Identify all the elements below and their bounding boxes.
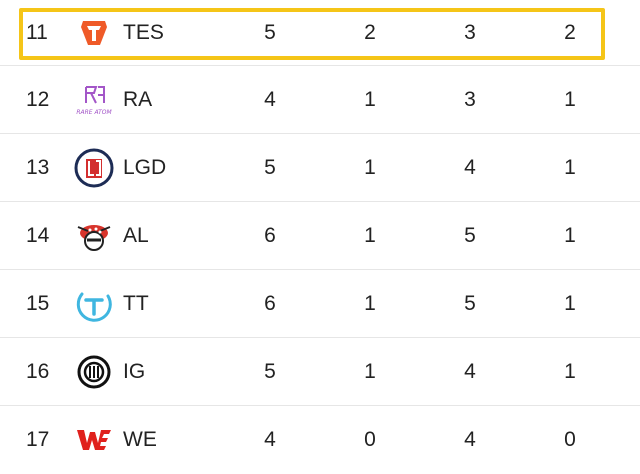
ig-logo-icon — [74, 352, 114, 392]
stat-col-4: 1 — [564, 87, 576, 111]
stat-col-3: 5 — [464, 223, 476, 247]
rank: 16 — [26, 359, 50, 383]
stat-col-2: 1 — [364, 291, 376, 315]
stat-col-2: 1 — [364, 87, 376, 111]
stat-col-3: 4 — [464, 428, 476, 451]
stat-col-1: 5 — [264, 359, 276, 383]
rank: 14 — [26, 223, 50, 247]
al-logo-icon — [74, 216, 114, 256]
tes-logo-icon — [74, 13, 114, 53]
stat-col-1: 6 — [264, 291, 276, 315]
stat-col-2: 0 — [364, 428, 376, 451]
stat-col-4: 1 — [564, 291, 576, 315]
stat-col-1: 4 — [264, 87, 276, 111]
table-row[interactable]: 12 RARE ATOM RA 4 1 3 1 — [0, 66, 640, 134]
stat-col-3: 5 — [464, 291, 476, 315]
rank: 11 — [26, 20, 48, 44]
rare-atom-logo-icon: RARE ATOM — [74, 80, 114, 120]
stat-col-1: 5 — [264, 155, 276, 179]
lgd-logo-icon — [74, 148, 114, 188]
stat-col-4: 1 — [564, 223, 576, 247]
stat-col-4: 1 — [564, 155, 576, 179]
table-row[interactable]: 14 AL 6 1 5 1 — [0, 202, 640, 270]
team-name: TES — [123, 20, 164, 44]
stat-col-1: 5 — [264, 20, 276, 44]
rank: 15 — [26, 291, 50, 315]
team-name: RA — [123, 87, 153, 111]
rank: 12 — [26, 87, 50, 111]
table-row[interactable]: 13 LGD 5 1 4 1 — [0, 134, 640, 202]
tt-logo-icon — [74, 284, 114, 324]
stat-col-4: 2 — [564, 20, 576, 44]
stat-col-2: 1 — [364, 223, 376, 247]
rank: 13 — [26, 155, 50, 179]
stat-col-3: 4 — [464, 359, 476, 383]
table-row[interactable]: 16 IG 5 1 4 1 — [0, 338, 640, 406]
svg-text:RARE ATOM: RARE ATOM — [76, 109, 112, 116]
stat-col-1: 4 — [264, 428, 276, 451]
team-name: WE — [123, 428, 157, 451]
team-name: IG — [123, 359, 146, 383]
stat-col-3: 4 — [464, 155, 476, 179]
team-name: TT — [123, 291, 149, 315]
table-row[interactable]: 17 WE 4 0 4 0 — [0, 406, 640, 474]
stat-col-4: 0 — [564, 428, 576, 451]
table-row[interactable]: 11 TES 5 2 3 2 — [0, 0, 640, 66]
team-name: LGD — [123, 155, 167, 179]
stat-col-2: 1 — [364, 359, 376, 383]
stat-col-3: 3 — [464, 87, 476, 111]
stat-col-1: 6 — [264, 223, 276, 247]
we-logo-icon — [74, 420, 114, 460]
table-row[interactable]: 15 TT 6 1 5 1 — [0, 270, 640, 338]
rank: 17 — [26, 428, 50, 451]
stat-col-2: 2 — [364, 20, 376, 44]
stat-col-2: 1 — [364, 155, 376, 179]
team-name: AL — [123, 223, 149, 247]
stat-col-3: 3 — [464, 20, 476, 44]
stat-col-4: 1 — [564, 359, 576, 383]
